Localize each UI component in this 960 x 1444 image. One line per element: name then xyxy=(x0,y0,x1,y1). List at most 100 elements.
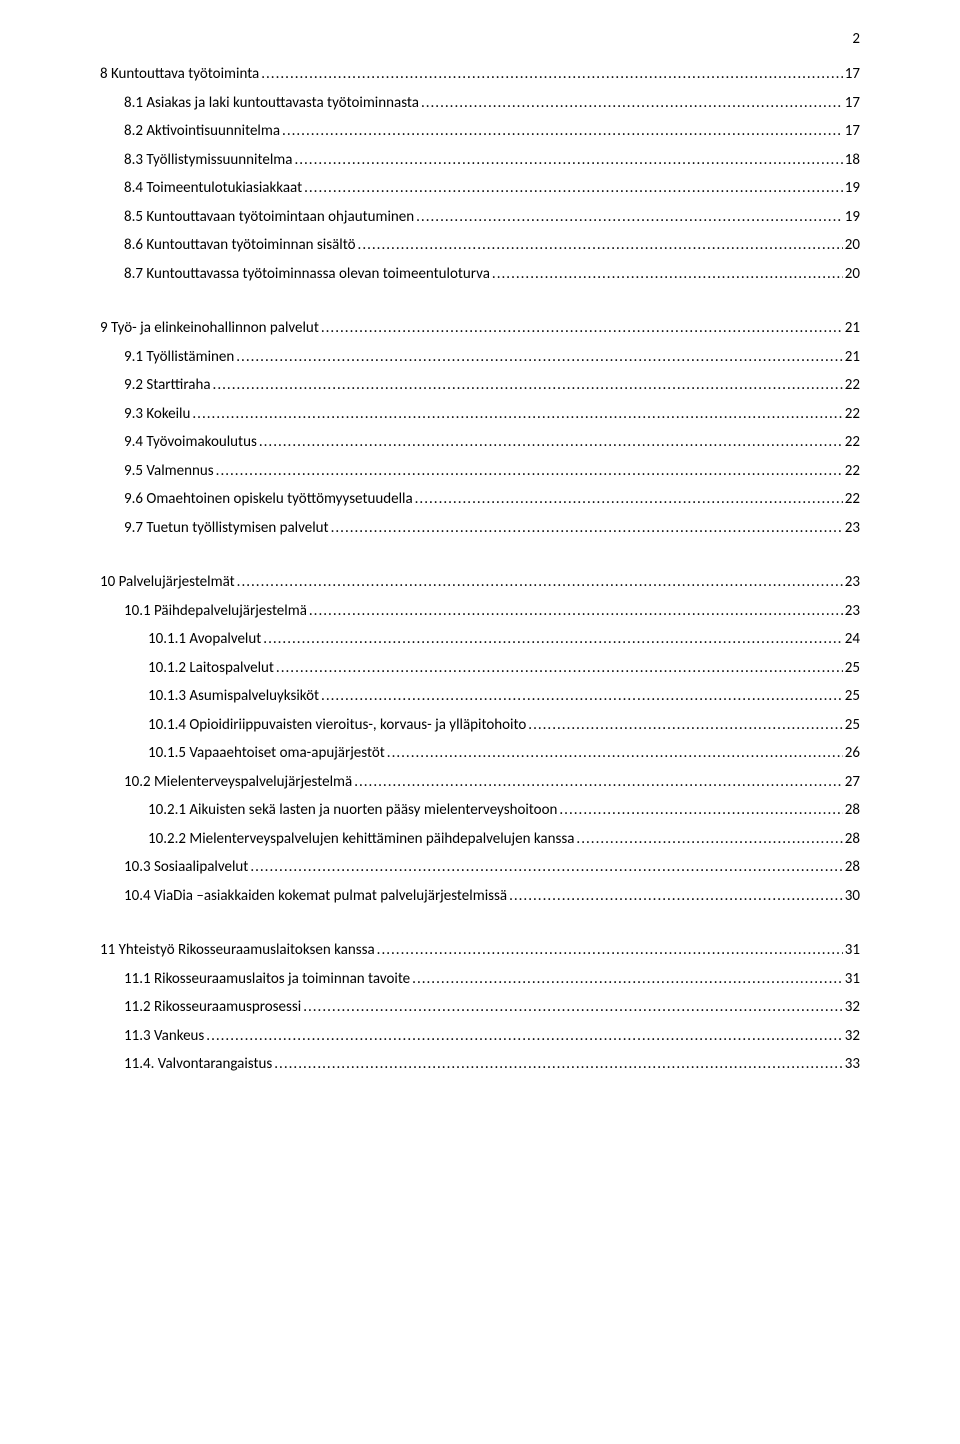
toc-leader-dots xyxy=(576,825,842,854)
toc-page: 31 xyxy=(845,936,860,965)
toc-entry[interactable]: 8.1 Asiakas ja laki kuntouttavasta työto… xyxy=(100,89,860,118)
toc-entry[interactable]: 10.2.2 Mielenterveyspalvelujen kehittämi… xyxy=(100,825,860,854)
toc-page: 22 xyxy=(845,428,860,457)
toc-entry[interactable]: 9.1 Työllistäminen21 xyxy=(100,343,860,372)
toc-label: 11.1 Rikosseuraamuslaitos ja toiminnan t… xyxy=(124,965,410,994)
toc-page: 28 xyxy=(845,796,860,825)
toc-entry[interactable]: 10.2 Mielenterveyspalvelujärjestelmä27 xyxy=(100,768,860,797)
toc-page: 30 xyxy=(845,882,860,911)
toc-label: 9.4 Työvoimakoulutus xyxy=(124,428,257,457)
toc-entry[interactable]: 9.3 Kokeilu22 xyxy=(100,400,860,429)
toc-label: 9.5 Valmennus xyxy=(124,457,214,486)
toc-label: 10.1.2 Laitospalvelut xyxy=(148,654,274,683)
toc-label: 11.2 Rikosseuraamusprosessi xyxy=(124,993,301,1022)
toc-label: 9.7 Tuetun työllistymisen palvelut xyxy=(124,514,329,543)
toc-leader-dots xyxy=(321,314,843,343)
toc-entry[interactable]: 10.1.1 Avopalvelut24 xyxy=(100,625,860,654)
toc-entry[interactable]: 11.3 Vankeus32 xyxy=(100,1022,860,1051)
toc-entry[interactable]: 10.1.3 Asumispalveluyksiköt25 xyxy=(100,682,860,711)
toc-page: 23 xyxy=(845,568,860,597)
toc-page: 32 xyxy=(845,1022,860,1051)
toc-entry[interactable]: 11.1 Rikosseuraamuslaitos ja toiminnan t… xyxy=(100,965,860,994)
toc-entry[interactable]: 10.2.1 Aikuisten sekä lasten ja nuorten … xyxy=(100,796,860,825)
toc-entry[interactable]: 8.7 Kuntouttavassa työtoiminnassa olevan… xyxy=(100,260,860,289)
toc-leader-dots xyxy=(259,428,843,457)
toc-label: 9.1 Työllistäminen xyxy=(124,343,234,372)
toc-leader-dots xyxy=(282,117,843,146)
toc-label: 8.5 Kuntouttavaan työtoimintaan ohjautum… xyxy=(124,203,414,232)
toc-leader-dots xyxy=(213,371,843,400)
toc-page: 23 xyxy=(845,514,860,543)
toc-label: 9 Työ- ja elinkeinohallinnon palvelut xyxy=(100,314,319,343)
toc-entry[interactable]: 10.1.4 Opioidiriippuvaisten vieroitus-, … xyxy=(100,711,860,740)
toc-page: 22 xyxy=(845,457,860,486)
toc-leader-dots xyxy=(263,625,843,654)
toc-entry[interactable]: 9.5 Valmennus 22 xyxy=(100,457,860,486)
toc-leader-dots xyxy=(216,457,843,486)
toc-label: 10.2.2 Mielenterveyspalvelujen kehittämi… xyxy=(148,825,574,854)
toc-entry[interactable]: 8.5 Kuntouttavaan työtoimintaan ohjautum… xyxy=(100,203,860,232)
toc-page: 26 xyxy=(845,739,860,768)
toc-leader-dots xyxy=(303,993,843,1022)
toc-label: 8 Kuntouttava työtoiminta xyxy=(100,60,259,89)
toc-spacer xyxy=(100,542,860,568)
toc-page: 17 xyxy=(845,60,860,89)
toc-entry[interactable]: 9.4 Työvoimakoulutus 22 xyxy=(100,428,860,457)
toc-page: 25 xyxy=(845,682,860,711)
toc-label: 10 Palvelujärjestelmät xyxy=(100,568,235,597)
toc-entry[interactable]: 8.3 Työllistymissuunnitelma18 xyxy=(100,146,860,175)
toc-label: 8.2 Aktivointisuunnitelma xyxy=(124,117,280,146)
toc-leader-dots xyxy=(492,260,843,289)
toc-label: 10.1.4 Opioidiriippuvaisten vieroitus-, … xyxy=(148,711,526,740)
toc-leader-dots xyxy=(354,768,843,797)
toc-leader-dots xyxy=(416,203,843,232)
toc-entry[interactable]: 9.2 Starttiraha 22 xyxy=(100,371,860,400)
toc-label: 11.4. Valvontarangaistus xyxy=(124,1050,272,1079)
toc-leader-dots xyxy=(236,343,843,372)
toc-leader-dots xyxy=(237,568,843,597)
toc-label: 10.4 ViaDia –asiakkaiden kokemat pulmat … xyxy=(124,882,507,911)
toc-leader-dots xyxy=(294,146,842,175)
toc-entry[interactable]: 10.3 Sosiaalipalvelut28 xyxy=(100,853,860,882)
toc-entry[interactable]: 8 Kuntouttava työtoiminta 17 xyxy=(100,60,860,89)
toc-leader-dots xyxy=(321,682,843,711)
toc-entry[interactable]: 8.4 Toimeentulotukiasiakkaat19 xyxy=(100,174,860,203)
toc-entry[interactable]: 10.1.2 Laitospalvelut 25 xyxy=(100,654,860,683)
toc-label: 8.4 Toimeentulotukiasiakkaat xyxy=(124,174,302,203)
toc-page: 25 xyxy=(845,711,860,740)
toc-leader-dots xyxy=(528,711,843,740)
toc-entry[interactable]: 10 Palvelujärjestelmät 23 xyxy=(100,568,860,597)
toc-page: 19 xyxy=(845,203,860,232)
toc-spacer xyxy=(100,910,860,936)
toc-page: 25 xyxy=(845,654,860,683)
toc-entry[interactable]: 11 Yhteistyö Rikosseuraamuslaitoksen kan… xyxy=(100,936,860,965)
toc-page: 18 xyxy=(845,146,860,175)
toc-leader-dots xyxy=(377,936,843,965)
toc-leader-dots xyxy=(412,965,843,994)
toc-entry[interactable]: 9.6 Omaehtoinen opiskelu työttömyysetuud… xyxy=(100,485,860,514)
toc-leader-dots xyxy=(358,231,843,260)
toc-page: 24 xyxy=(845,625,860,654)
toc-entry[interactable]: 9 Työ- ja elinkeinohallinnon palvelut21 xyxy=(100,314,860,343)
toc-leader-dots xyxy=(309,597,843,626)
toc-leader-dots xyxy=(276,654,843,683)
toc-label: 9.2 Starttiraha xyxy=(124,371,211,400)
toc-page: 20 xyxy=(845,231,860,260)
toc-page: 23 xyxy=(845,597,860,626)
toc-entry[interactable]: 8.6 Kuntouttavan työtoiminnan sisältö20 xyxy=(100,231,860,260)
toc-entry[interactable]: 10.1 Päihdepalvelujärjestelmä 23 xyxy=(100,597,860,626)
toc-entry[interactable]: 10.4 ViaDia –asiakkaiden kokemat pulmat … xyxy=(100,882,860,911)
toc-label: 10.1 Päihdepalvelujärjestelmä xyxy=(124,597,307,626)
toc-page: 20 xyxy=(845,260,860,289)
table-of-contents: 8 Kuntouttava työtoiminta 178.1 Asiakas j… xyxy=(100,60,860,1079)
toc-label: 8.7 Kuntouttavassa työtoiminnassa olevan… xyxy=(124,260,490,289)
toc-entry[interactable]: 11.4. Valvontarangaistus33 xyxy=(100,1050,860,1079)
toc-entry[interactable]: 9.7 Tuetun työllistymisen palvelut 23 xyxy=(100,514,860,543)
toc-entry[interactable]: 10.1.5 Vapaaehtoiset oma-apujärjestöt26 xyxy=(100,739,860,768)
toc-leader-dots xyxy=(421,89,843,118)
toc-spacer xyxy=(100,288,860,314)
toc-page: 22 xyxy=(845,371,860,400)
toc-page: 17 xyxy=(845,117,860,146)
toc-entry[interactable]: 11.2 Rikosseuraamusprosessi32 xyxy=(100,993,860,1022)
toc-entry[interactable]: 8.2 Aktivointisuunnitelma 17 xyxy=(100,117,860,146)
